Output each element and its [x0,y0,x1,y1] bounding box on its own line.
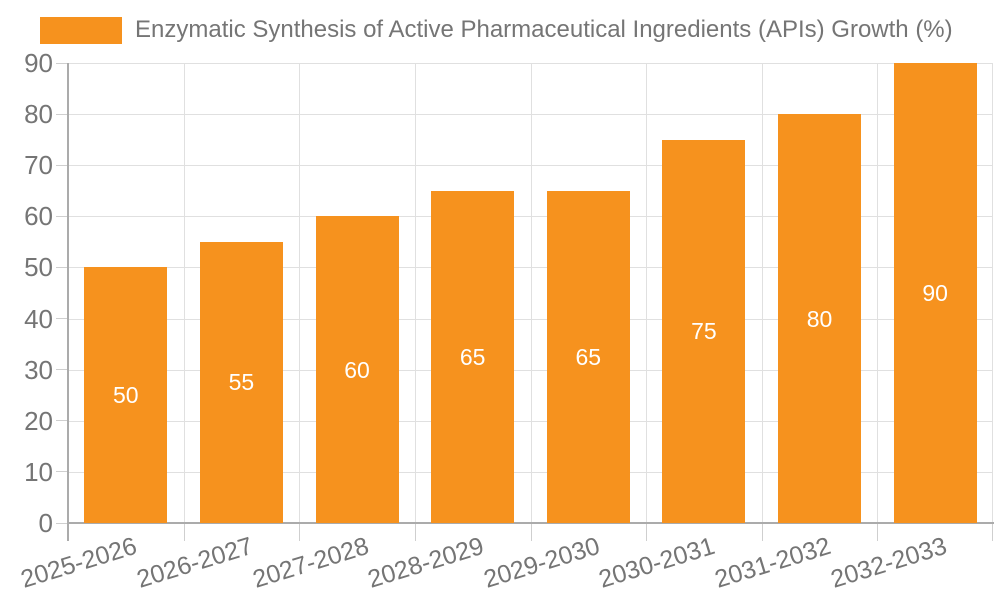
bar-value-label: 80 [806,305,833,332]
bar-2032-2033: 90 [893,63,977,523]
bar-value-label: 65 [459,343,486,370]
x-tick-label: 2026-2027 [133,531,256,594]
y-tick-mark [56,420,68,422]
x-tick-label: 2028-2029 [364,531,488,594]
bar-value-label: 55 [228,369,255,396]
bar-value-label: 65 [575,343,602,370]
x-tick-mark [646,523,648,541]
y-tick-label: 80 [24,99,53,130]
legend-item[interactable]: Enzymatic Synthesis of Active Pharmaceut… [40,16,953,44]
bar-2025-2026: 50 [84,267,168,523]
y-tick-label: 50 [24,252,53,283]
y-tick-label: 90 [24,48,53,78]
bar-2031-2032: 80 [778,114,862,523]
x-tick-label: 2029-2030 [480,531,603,594]
x-gridline [992,63,993,523]
y-tick-mark [56,471,68,473]
x-tick-label: 2025-2026 [17,531,141,594]
bar-2030-2031: 75 [662,139,746,523]
y-tick-label: 70 [24,150,53,181]
x-tick-mark [530,523,532,541]
bar-2026-2027: 55 [199,241,283,523]
y-tick-label: 10 [24,456,53,487]
bar-value-label: 90 [922,280,948,306]
bar-2028-2029: 65 [431,190,515,523]
bar-2029-2030: 65 [546,190,630,523]
x-gridline [414,63,416,523]
x-gridline [877,63,879,523]
legend-label: Enzymatic Synthesis of Active Pharmaceut… [135,16,953,43]
y-tick-mark [56,164,68,166]
bar-value-label: 60 [344,356,370,383]
bar-value-label: 75 [691,318,717,345]
x-gridline [530,63,532,523]
y-tick-mark [56,113,68,115]
bar-2027-2028: 60 [315,216,399,523]
x-axis-line [67,522,994,524]
x-tick-mark [183,523,185,541]
x-gridline [646,63,648,523]
y-tick-mark [56,369,68,371]
x-gridline [761,63,763,523]
x-tick-label: 2032-2033 [827,531,950,594]
y-tick-label: 0 [38,508,53,538]
y-tick-label: 20 [24,405,53,436]
x-tick-label: 2027-2028 [249,531,372,594]
y-axis-line [67,63,69,541]
y-tick-label: 40 [24,303,53,334]
x-tick-mark [299,523,301,541]
y-tick-mark [56,266,68,268]
y-tick-mark [56,215,68,217]
legend-swatch [40,16,122,44]
y-tick-mark [56,318,68,320]
x-gridline [183,63,185,523]
x-tick-mark [877,523,879,541]
bar-value-label: 50 [113,382,139,409]
y-tick-mark [56,522,68,524]
x-tick-mark [761,523,763,541]
x-tick-label: 2031-2032 [711,531,835,594]
y-tick-mark [56,62,68,64]
x-gridline [299,63,301,523]
x-tick-mark [992,523,993,541]
y-tick-label: 60 [24,201,53,232]
x-tick-label: 2030-2031 [595,531,719,594]
y-tick-label: 30 [24,354,53,385]
x-tick-mark [414,523,416,541]
